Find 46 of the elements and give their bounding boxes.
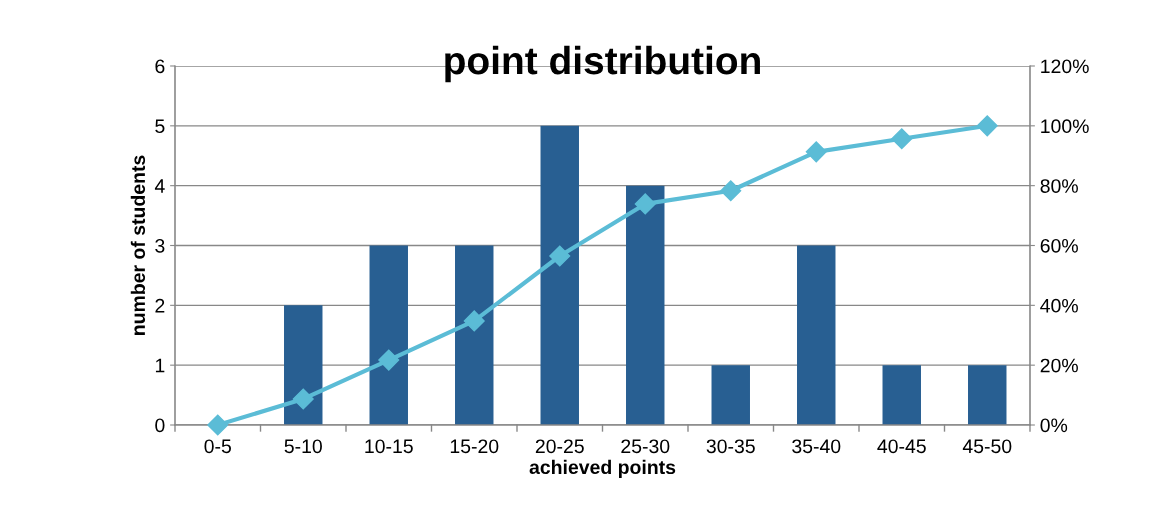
bar — [540, 125, 579, 425]
y-tick-label: 0 — [155, 418, 165, 433]
x-tick-label: 35-40 — [792, 439, 841, 454]
y2-tick-label: 120% — [1041, 59, 1089, 74]
y-tick-label: 1 — [155, 358, 165, 373]
x-tick-label: 0-5 — [204, 439, 231, 454]
x-tick-label: 5-10 — [284, 439, 322, 454]
bar — [626, 185, 665, 425]
y-tick-label: 4 — [154, 179, 165, 193]
x-tick-label: 15-20 — [450, 439, 499, 454]
y-tick-label: 5 — [155, 119, 165, 134]
point — [292, 388, 314, 410]
y2-tick-label: 0% — [1040, 418, 1068, 433]
bar — [882, 365, 921, 425]
point — [720, 180, 742, 202]
x-tick-label: 25-30 — [621, 439, 670, 454]
y-tick-label: 3 — [155, 238, 165, 253]
bar — [711, 365, 750, 425]
bar — [369, 245, 408, 425]
point — [549, 245, 571, 267]
bar — [284, 305, 323, 425]
y2-tick-label: 80% — [1040, 179, 1078, 193]
x-tick-label: 45-50 — [962, 439, 1012, 454]
y2-tick-label: 60% — [1040, 238, 1078, 253]
x-tick-label: 20-25 — [535, 439, 584, 454]
point — [634, 193, 656, 215]
x-tick-label: 40-45 — [877, 439, 926, 454]
y-tick-label: 2 — [155, 298, 165, 313]
point — [207, 414, 229, 436]
y2-tick-label: 100% — [1041, 119, 1089, 134]
bar — [968, 365, 1007, 425]
x-axis-title: achieved points — [529, 459, 676, 478]
point — [378, 349, 400, 371]
y2-tick-label: 40% — [1040, 298, 1078, 313]
y2-tick-label: 20% — [1040, 358, 1078, 373]
point — [976, 115, 998, 137]
x-tick-label: 10-15 — [365, 439, 413, 454]
bar — [797, 245, 836, 425]
point — [805, 141, 827, 163]
chart-title: point distribution — [445, 45, 760, 83]
point — [463, 310, 485, 332]
point — [891, 128, 913, 150]
bar — [455, 245, 494, 425]
y-axis-title: number of students — [130, 155, 146, 335]
x-tick-label: 30-35 — [706, 439, 755, 454]
y-tick-label: 6 — [155, 59, 165, 74]
